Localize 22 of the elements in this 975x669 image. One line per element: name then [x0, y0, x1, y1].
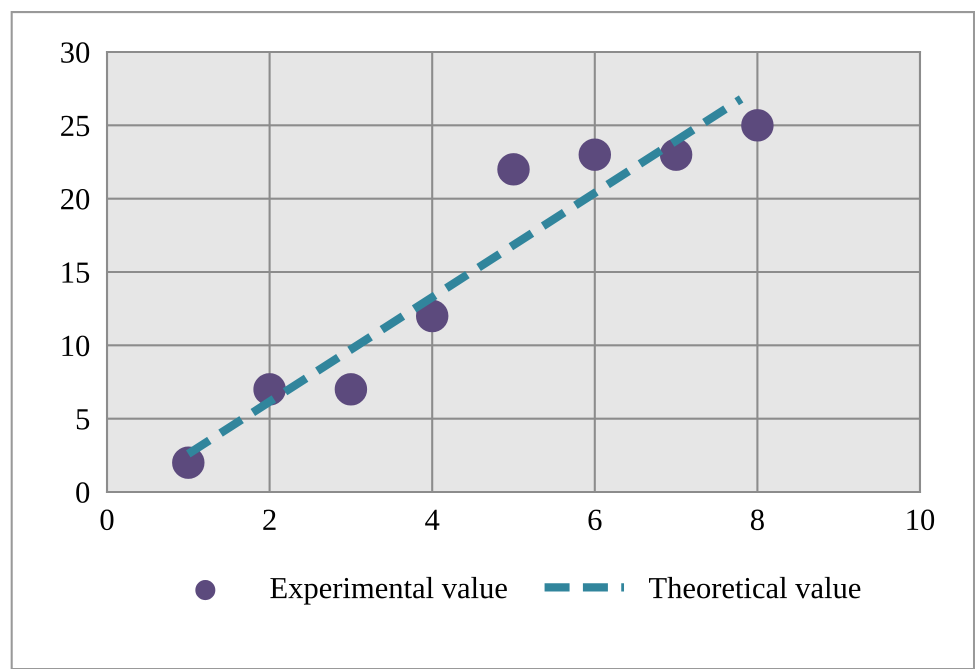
x-tick-label: 4 [425, 510, 440, 530]
y-tick-label: 0 [76, 482, 90, 503]
x-tick-label: 6 [588, 510, 602, 530]
point [416, 300, 448, 332]
y-tick-label: 20 [61, 188, 90, 210]
legend-label: Experimental value [270, 576, 507, 605]
point [741, 109, 774, 142]
point [497, 153, 530, 186]
point [660, 138, 692, 171]
x-tick-label: 10 [907, 510, 934, 530]
y-tick-label: 30 [61, 42, 90, 63]
x-tick-label: 8 [750, 510, 764, 530]
y-tick-label: 5 [76, 409, 90, 430]
y-tick-label: 10 [62, 336, 90, 356]
y-tick-label: 15 [62, 262, 90, 283]
point [578, 138, 612, 171]
point [172, 446, 205, 479]
x-tick-label: 0 [100, 510, 114, 530]
y-tick-label: 25 [61, 116, 90, 136]
legend-label: Theoretical value [649, 576, 860, 598]
x-tick-label: 2 [263, 510, 276, 530]
point [334, 373, 368, 406]
